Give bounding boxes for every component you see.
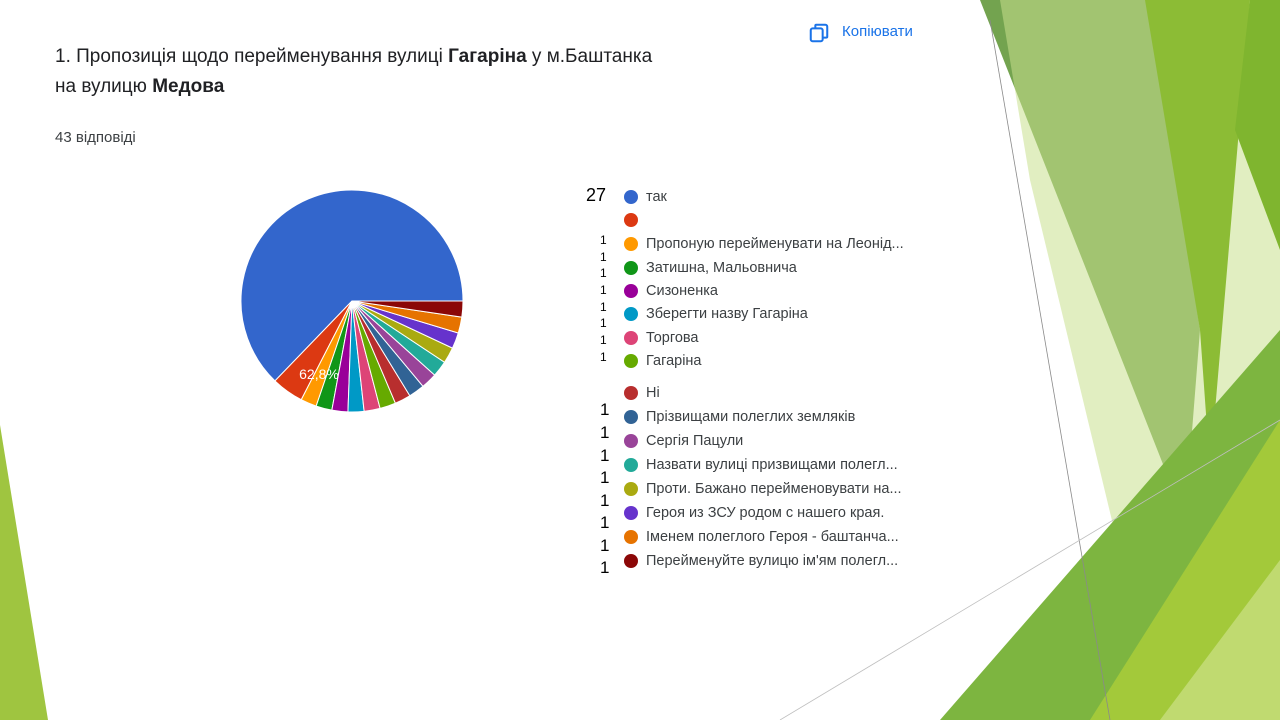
legend-item[interactable]: Пропоную перейменувати на Леонід... bbox=[624, 234, 904, 254]
copy-icon bbox=[809, 23, 829, 43]
legend-item[interactable]: Назвати вулиці призвищами полегл... bbox=[624, 455, 898, 475]
legend-swatch bbox=[624, 386, 638, 400]
legend-swatch bbox=[624, 307, 638, 321]
pie-percent-label: 62,8% bbox=[299, 366, 339, 382]
question-old-street-name: Гагаріна bbox=[448, 46, 527, 67]
legend-item[interactable]: Героя из ЗСУ родом с нашего края. bbox=[624, 503, 884, 523]
response-count: 1 bbox=[600, 446, 610, 465]
question-text-part3: на вулицю bbox=[55, 76, 147, 97]
legend-item[interactable]: Сизоненка bbox=[624, 281, 718, 301]
question-text-part2: у м.Баштанка bbox=[531, 46, 653, 67]
legend-swatch bbox=[624, 237, 638, 251]
legend-item[interactable]: Перейменуйте вулицю ім'ям полегл... bbox=[624, 551, 898, 571]
response-count: 1 bbox=[600, 266, 607, 280]
response-count: 1 bbox=[600, 468, 610, 487]
response-count: 1 bbox=[600, 250, 607, 264]
response-count: 1 bbox=[600, 300, 607, 314]
response-count: 1 bbox=[600, 491, 610, 510]
legend-swatch bbox=[624, 190, 638, 204]
legend-label: Затишна, Мальовнича bbox=[646, 260, 797, 276]
response-count: 1 bbox=[600, 283, 607, 297]
legend-item[interactable]: Іменем полеглого Героя - баштанча... bbox=[624, 527, 899, 547]
legend-swatch bbox=[624, 284, 638, 298]
decor-left-green-strip bbox=[0, 425, 48, 720]
legend-label: Зберегти назву Гагаріна bbox=[646, 306, 808, 322]
legend-label: Ні bbox=[646, 385, 660, 401]
legend-swatch bbox=[624, 261, 638, 275]
legend-swatch bbox=[624, 331, 638, 345]
decor-thin-line bbox=[989, 19, 1111, 720]
response-count: 27 bbox=[586, 185, 607, 205]
pie-slices bbox=[240, 189, 464, 413]
legend-label: Прізвищами полеглих земляків bbox=[646, 409, 856, 425]
response-count: 1 bbox=[600, 400, 610, 419]
legend-swatch bbox=[624, 506, 638, 520]
legend-label: Героя из ЗСУ родом с нашего края. bbox=[646, 505, 885, 521]
legend-swatch bbox=[624, 530, 638, 544]
legend-label: Перейменуйте вулицю ім'ям полегл... bbox=[646, 553, 899, 569]
legend-item[interactable]: Ні bbox=[624, 383, 660, 403]
response-count: 1 bbox=[600, 536, 610, 555]
pie-chart: 62,8% bbox=[240, 189, 464, 413]
legend-swatch bbox=[624, 554, 638, 568]
legend-label: Пропоную перейменувати на Леонід... bbox=[646, 236, 904, 252]
response-count: 1 bbox=[600, 513, 610, 532]
legend-swatch bbox=[624, 213, 638, 227]
response-count: 1 bbox=[600, 316, 607, 330]
legend-label: Проти. Бажано перейменовувати на... bbox=[646, 481, 902, 497]
legend-item[interactable]: так bbox=[624, 187, 667, 207]
question-text-part1: Пропозиція щодо перейменування вулиці bbox=[76, 46, 443, 67]
response-count: 1 bbox=[600, 233, 607, 247]
legend-label: Торгова bbox=[646, 330, 699, 346]
legend-swatch bbox=[624, 434, 638, 448]
legend-item[interactable]: Зберегти назву Гагаріна bbox=[624, 304, 808, 324]
question-title: 1. Пропозиція щодо перейменування вулиці… bbox=[55, 42, 755, 102]
responses-count: 43 відповіді bbox=[55, 129, 136, 146]
legend-label: Сизоненка bbox=[646, 283, 718, 299]
legend-item[interactable]: Проти. Бажано перейменовувати на... bbox=[624, 479, 902, 499]
legend-label: так bbox=[646, 189, 667, 205]
legend-item[interactable]: Затишна, Мальовнича bbox=[624, 258, 797, 278]
legend-swatch bbox=[624, 354, 638, 368]
copy-button[interactable]: Копіювати bbox=[808, 18, 913, 48]
legend-item[interactable]: Сергія Пацули bbox=[624, 431, 743, 451]
response-count: 1 bbox=[600, 423, 610, 442]
decor-right-edge-band bbox=[1235, 0, 1280, 250]
copy-button-label: Копіювати bbox=[842, 22, 913, 40]
decor-right-green-band bbox=[1145, 0, 1250, 470]
legend-label: Гагаріна bbox=[646, 353, 702, 369]
legend-item[interactable] bbox=[624, 210, 646, 230]
decor-bottom-light-wedge bbox=[1160, 560, 1280, 720]
response-count: 1 bbox=[600, 558, 610, 577]
legend-item[interactable]: Торгова bbox=[624, 328, 699, 348]
legend-item[interactable]: Гагаріна bbox=[624, 351, 702, 371]
legend-swatch bbox=[624, 410, 638, 424]
legend-swatch bbox=[624, 458, 638, 472]
question-number: 1. bbox=[55, 46, 71, 67]
legend-swatch bbox=[624, 482, 638, 496]
response-count: 1 bbox=[600, 333, 607, 347]
legend-item[interactable]: Прізвищами полеглих земляків bbox=[624, 407, 855, 427]
decor-thin-line-2 bbox=[779, 419, 1280, 720]
question-new-street-name: Медова bbox=[152, 76, 225, 97]
legend-label: Сергія Пацули bbox=[646, 433, 744, 449]
legend-label: Іменем полеглого Героя - баштанча... bbox=[646, 529, 899, 545]
pie-slice-15[interactable] bbox=[351, 300, 464, 318]
pie-slice-0[interactable] bbox=[240, 189, 464, 382]
response-count: 1 bbox=[600, 350, 607, 364]
legend-label: Назвати вулиці призвищами полегл... bbox=[646, 457, 898, 473]
